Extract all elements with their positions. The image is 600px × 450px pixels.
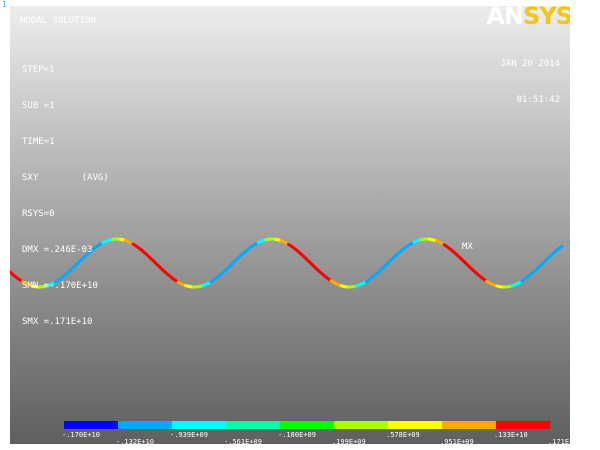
stat-smn: SMN =-.170E+10 <box>22 281 98 291</box>
nodal-solution-plot <box>10 237 564 289</box>
stat-dmx: DMX =.246E-03 <box>22 245 93 255</box>
timestamp-date: JAN 20 2014 <box>500 59 560 69</box>
stat-smx: SMX =.171E+10 <box>22 317 93 327</box>
legend-color-band <box>280 421 334 429</box>
legend-tick-label: -.180E+09 <box>278 431 316 439</box>
legend-color-band <box>388 421 442 429</box>
legend-tick-label: .578E+09 <box>386 431 420 439</box>
timestamp: JAN 20 2014 01:51:42 <box>500 34 560 130</box>
legend-color-band <box>442 421 496 429</box>
left-margin: 1 <box>0 0 10 450</box>
wave-segment <box>557 244 564 250</box>
ansys-logo: ANSYS <box>486 6 570 30</box>
stat-component: SXY (AVG) <box>22 173 109 183</box>
plot-title: NODAL SOLUTION <box>20 16 96 26</box>
legend-tick-label: .951E+09 <box>440 438 474 444</box>
legend-color-band <box>334 421 388 429</box>
legend-color-band <box>496 421 550 429</box>
legend-tick-label: -.170E+10 <box>62 431 100 439</box>
stat-step: STEP=1 <box>22 65 55 75</box>
legend-tick-label: .171E+10 <box>548 438 570 444</box>
legend-color-band <box>118 421 172 429</box>
legend-tick-label: -.132E+10 <box>116 438 154 444</box>
stat-sub: SUB =1 <box>22 101 55 111</box>
legend-color-band <box>172 421 226 429</box>
window-number: 1 <box>2 0 7 9</box>
legend-color-band <box>64 421 118 429</box>
contour-legend: -.170E+10 -.939E+09 -.180E+09 .578E+09 .133E… <box>62 421 570 444</box>
legend-tick-label: .133E+10 <box>494 431 528 439</box>
stat-rsys: RSYS=0 <box>22 209 55 219</box>
solution-stats: STEP=1 SUB =1 TIME=1 SXY (AVG) RSYS=0 DM… <box>22 40 109 352</box>
legend-tick-label: .199E+09 <box>332 438 366 444</box>
legend-color-band <box>226 421 280 429</box>
stat-time: TIME=1 <box>22 137 55 147</box>
legend-tick-label: -.939E+09 <box>170 431 208 439</box>
timestamp-time: 01:51:42 <box>516 95 560 105</box>
legend-tick-label: -.561E+09 <box>224 438 262 444</box>
graphics-viewport[interactable]: NODAL SOLUTION STEP=1 SUB =1 TIME=1 SXY … <box>10 6 570 444</box>
max-marker-label: MX <box>462 242 473 252</box>
